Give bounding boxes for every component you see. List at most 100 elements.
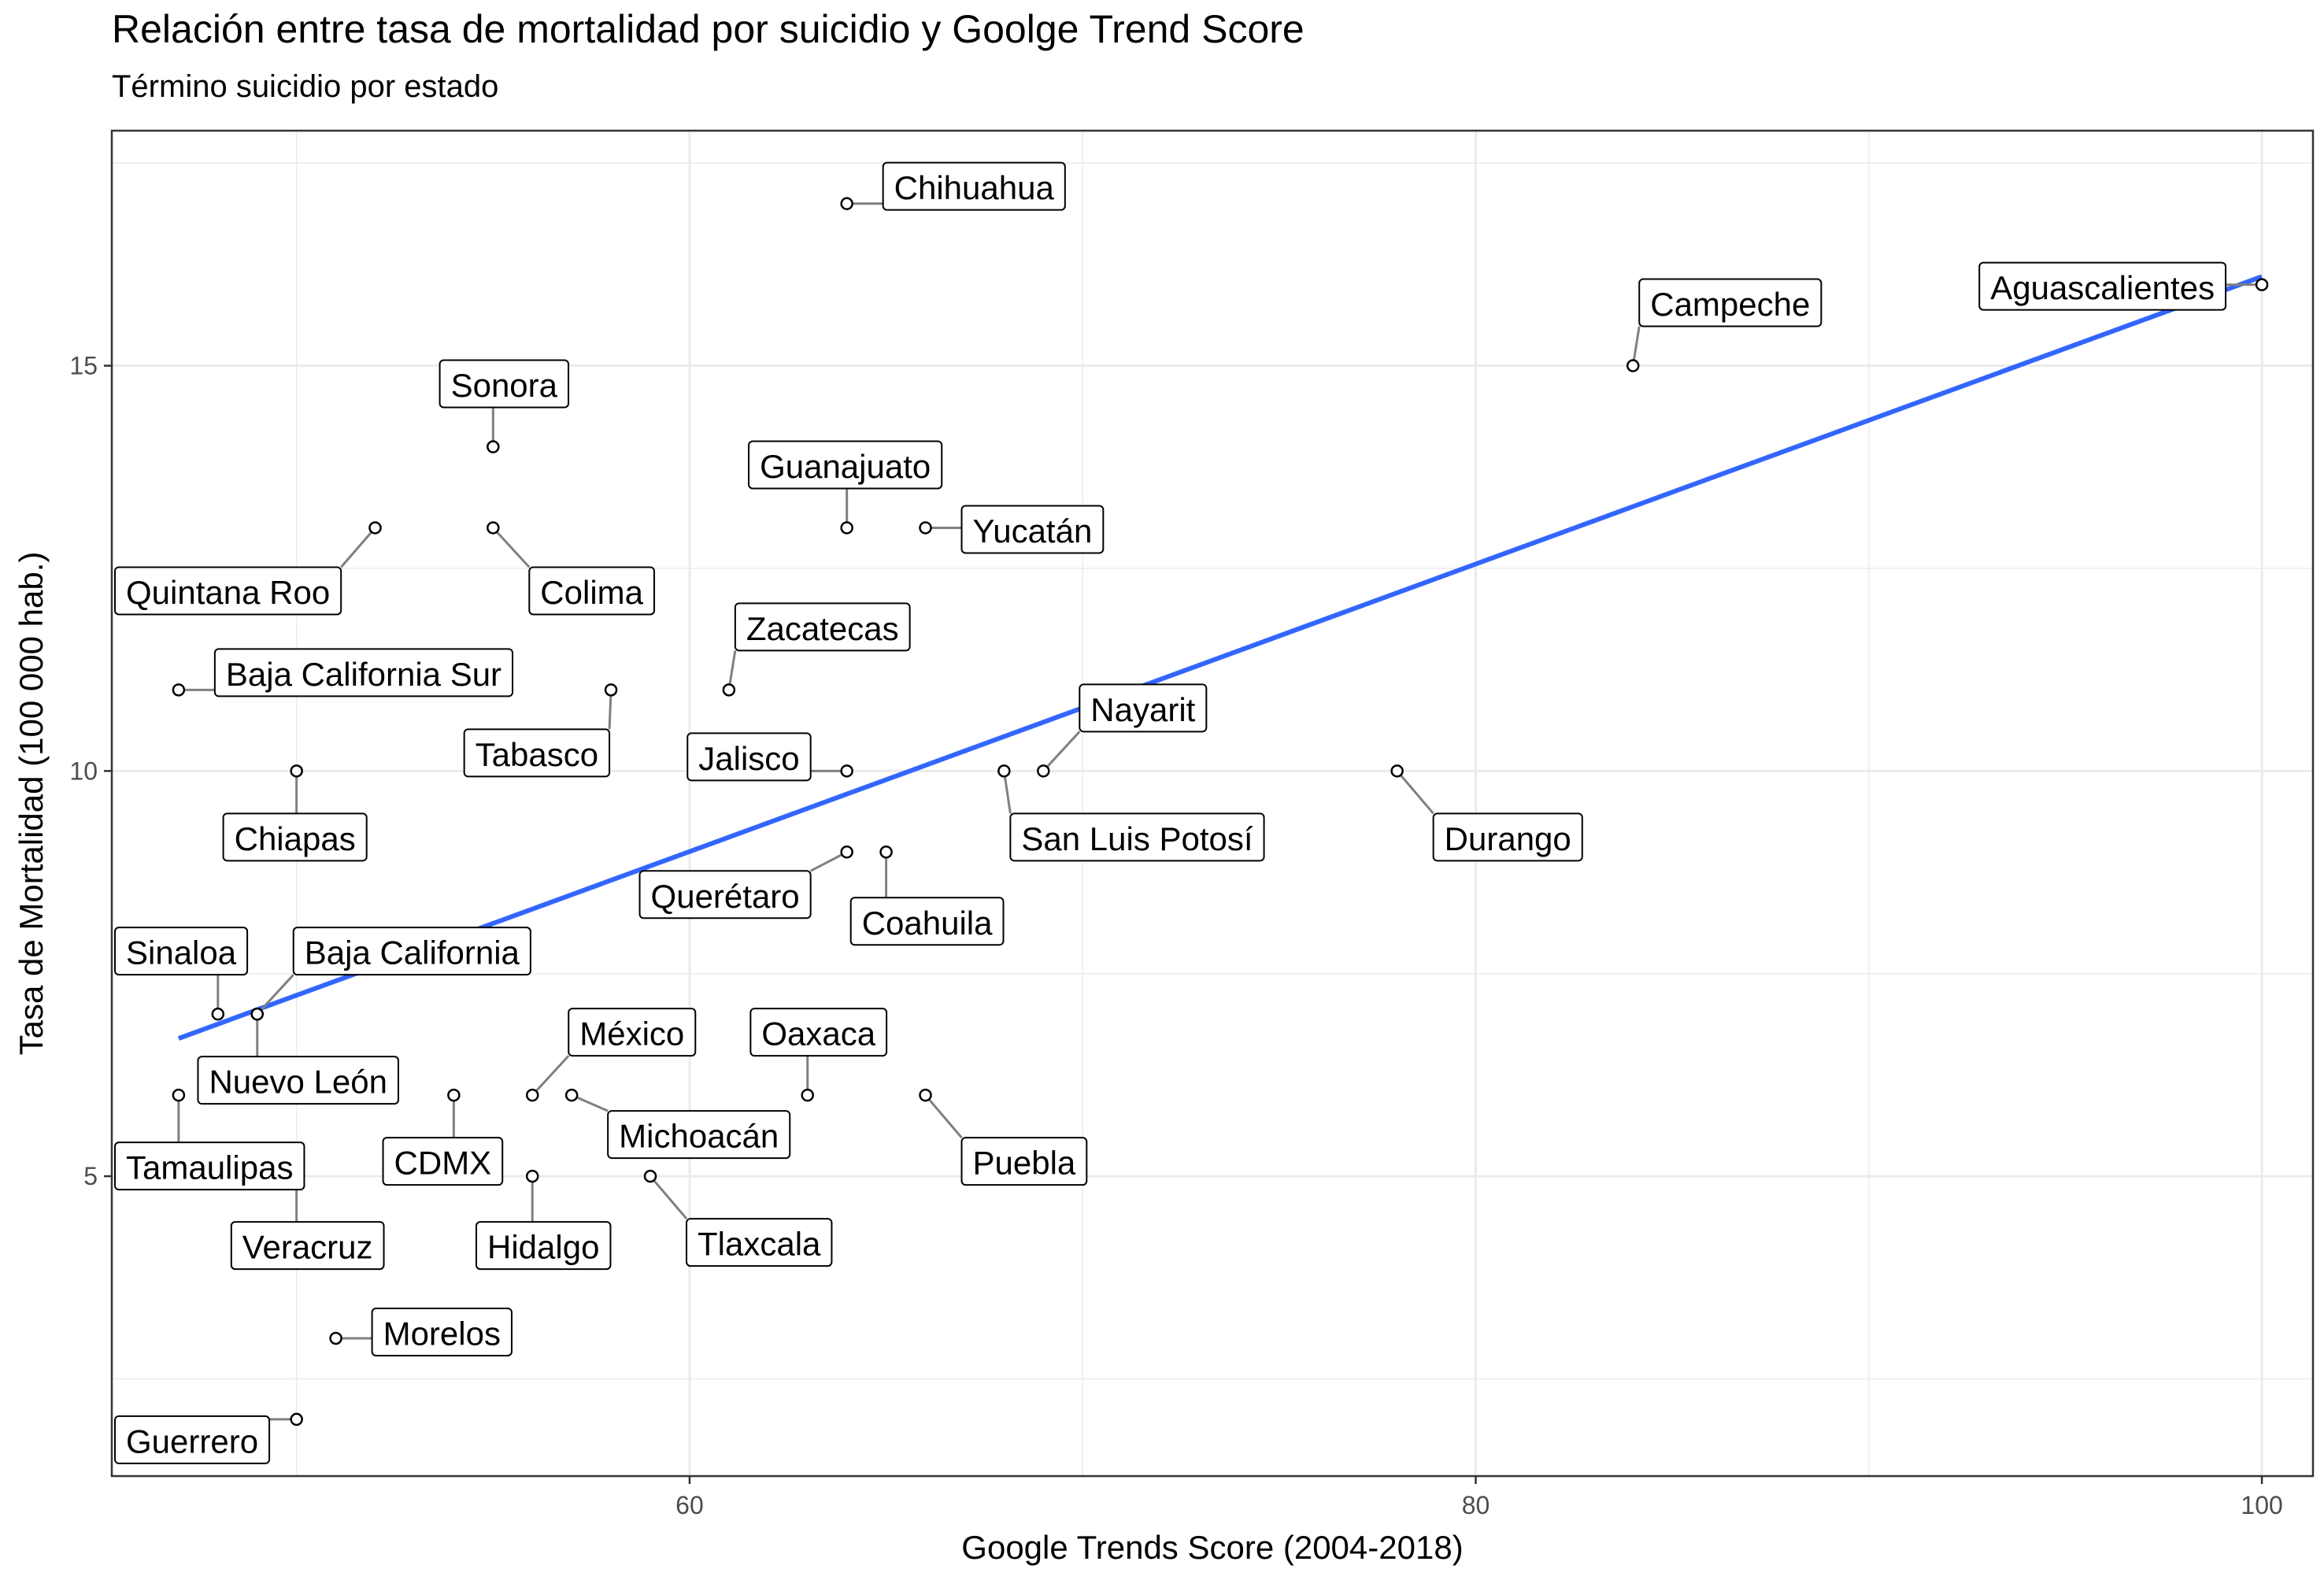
point-label-sinaloa: Sinaloa <box>114 927 249 976</box>
point-label-box <box>749 1008 888 1057</box>
point-label-text: Durango <box>1445 820 1571 857</box>
point-label-chihuahua: Chihuahua <box>882 161 1066 211</box>
point-label-tlaxcala: Tlaxcala <box>686 1218 833 1267</box>
data-point-sonora <box>487 440 500 453</box>
y-tick-label: 15 <box>69 352 98 380</box>
point-label-box <box>222 812 368 862</box>
data-point-zacatecas <box>722 683 736 697</box>
leader-line <box>492 527 531 568</box>
point-label-puebla: Puebla <box>960 1137 1088 1186</box>
point-label-text: Colima <box>540 574 643 611</box>
leader-line <box>1042 731 1081 772</box>
data-point-puebla <box>919 1088 932 1102</box>
point-label-mexico: México <box>568 1008 697 1057</box>
point-label-box <box>1638 278 1823 327</box>
point-label-text: Morelos <box>383 1315 501 1352</box>
leader-line <box>809 850 848 872</box>
point-label-box <box>960 505 1105 554</box>
data-point-durango <box>1390 764 1404 778</box>
x-axis-title: Google Trends Score (2004-2018) <box>961 1529 1463 1566</box>
point-label-box <box>292 927 531 976</box>
data-point-sinaloa <box>211 1007 225 1021</box>
point-label-box <box>960 1137 1088 1186</box>
point-label-nayarit: Nayarit <box>1079 683 1208 733</box>
point-label-text: Aguascalientes <box>1990 269 2215 306</box>
point-label-box <box>439 359 570 409</box>
point-label-aguascalientes: Aguascalientes <box>1978 261 2227 311</box>
point-label-text: Guanajuato <box>760 448 931 485</box>
label-leaders <box>177 202 2263 1421</box>
point-label-box <box>849 897 1005 946</box>
leader-line <box>649 1175 688 1220</box>
point-label-san-luis-potosi: San Luis Potosí <box>1009 812 1265 862</box>
data-point-hidalgo <box>525 1169 539 1183</box>
point-label-coahuila: Coahuila <box>849 897 1005 946</box>
point-label-text: Puebla <box>973 1145 1076 1182</box>
data-point-mexico <box>525 1088 539 1102</box>
point-label-box <box>197 1056 399 1105</box>
point-label-box <box>607 1110 791 1160</box>
point-label-box <box>1079 683 1208 733</box>
data-point-nayarit <box>1037 764 1050 778</box>
point-label-michoacan: Michoacán <box>607 1110 791 1160</box>
chart-title: Relación entre tasa de mortalidad por su… <box>112 7 1304 51</box>
data-point-nuevo-leon <box>250 1007 264 1021</box>
point-label-queretaro: Querétaro <box>638 870 812 920</box>
point-label-box <box>114 1142 305 1191</box>
data-point-quintana-roo <box>368 521 382 535</box>
data-point-yucatan <box>919 521 932 535</box>
point-label-box <box>638 870 812 920</box>
point-label-baja-california-sur: Baja California Sur <box>213 648 514 697</box>
data-point-queretaro <box>840 846 853 859</box>
trend-line <box>177 274 2263 1041</box>
point-label-cdmx: CDMX <box>382 1137 504 1186</box>
data-point-morelos <box>329 1331 342 1345</box>
data-point-tlaxcala <box>643 1169 657 1183</box>
data-points <box>172 197 2269 1426</box>
data-point-cdmx <box>447 1088 461 1102</box>
point-label-box <box>114 1415 271 1464</box>
data-point-guanajuato <box>840 521 853 535</box>
data-point-chihuahua <box>840 197 853 210</box>
point-label-text: Zacatecas <box>746 610 899 647</box>
leader-line <box>1002 771 1012 814</box>
point-label-text: Querétaro <box>651 878 800 915</box>
leader-line <box>571 1093 609 1112</box>
point-label-sonora: Sonora <box>439 359 570 409</box>
leader-line <box>608 690 612 730</box>
leader-line <box>924 1094 963 1139</box>
point-label-box <box>1978 261 2227 311</box>
leader-line <box>1631 326 1641 366</box>
data-point-tamaulipas <box>172 1088 186 1102</box>
point-label-box <box>528 566 656 616</box>
x-tick-label: 60 <box>675 1491 704 1519</box>
point-label-text: Guerrero <box>126 1423 258 1460</box>
point-label-morelos: Morelos <box>371 1307 513 1356</box>
leader-line <box>340 527 376 568</box>
point-label-text: Michoacán <box>619 1118 779 1155</box>
point-label-text: Coahuila <box>862 905 993 942</box>
point-label-nuevo-leon: Nuevo León <box>197 1056 399 1105</box>
data-point-michoacan <box>564 1088 579 1102</box>
point-label-box <box>213 648 514 697</box>
point-label-text: Oaxaca <box>761 1016 875 1053</box>
point-label-guerrero: Guerrero <box>114 1415 271 1464</box>
point-label-box <box>230 1221 385 1271</box>
point-label-jalisco: Jalisco <box>686 732 812 782</box>
data-point-aguascalientes <box>2255 278 2269 291</box>
point-label-box <box>114 927 249 976</box>
y-tick-label: 5 <box>83 1162 98 1190</box>
point-label-text: Chihuahua <box>894 169 1055 206</box>
data-point-guerrero <box>290 1412 303 1426</box>
point-label-text: Tlaxcala <box>698 1226 821 1263</box>
point-labels: Chihuahua Aguascalientes Campeche Sonora Gua… <box>114 161 2227 1464</box>
data-point-colima <box>487 521 500 535</box>
point-label-oaxaca: Oaxaca <box>749 1008 888 1057</box>
axes: 60 80 100 5 10 15 <box>69 352 2282 1519</box>
data-point-oaxaca <box>801 1088 814 1102</box>
point-label-text: Nayarit <box>1090 691 1195 728</box>
point-label-text: Baja California <box>305 934 520 971</box>
data-point-campeche <box>1626 359 1640 372</box>
point-label-yucatan: Yucatán <box>960 505 1105 554</box>
